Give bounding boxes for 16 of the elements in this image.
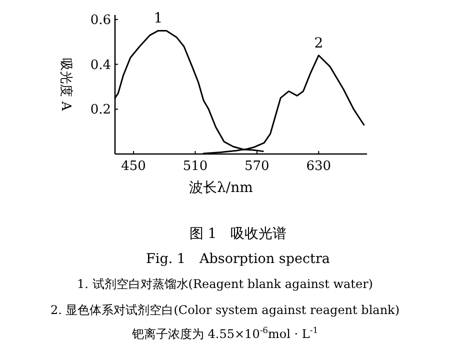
text: 图 1 吸收光谱 [189,226,287,242]
x-axis-title: 波长λ/nm [189,180,253,196]
y-tick-label: 0.6 [90,12,111,28]
y-tick-label: 0.2 [90,102,111,118]
x-tick-label: 510 [182,159,208,174]
text: 钯离子浓度为 4.55×10$^{-6}$mol · L$^{-1}$ [130,325,318,341]
x-tick-label: 450 [121,159,146,174]
annotation: 1 [154,10,163,27]
text: 1. 试剂空白对蒸馏水(Reagent blank against water) [77,277,373,291]
text: 2. 显色体系对试剂空白(Color system against reagent blank) [50,303,400,317]
x-tick-label: 630 [306,159,332,174]
y-tick-label: 0.4 [90,58,111,73]
y-axis-title: 吸光度 A [58,58,74,112]
annotation: 2 [314,35,324,52]
x-tick-label: 570 [244,159,270,174]
text: Fig. 1 Absorption spectra [146,251,330,267]
